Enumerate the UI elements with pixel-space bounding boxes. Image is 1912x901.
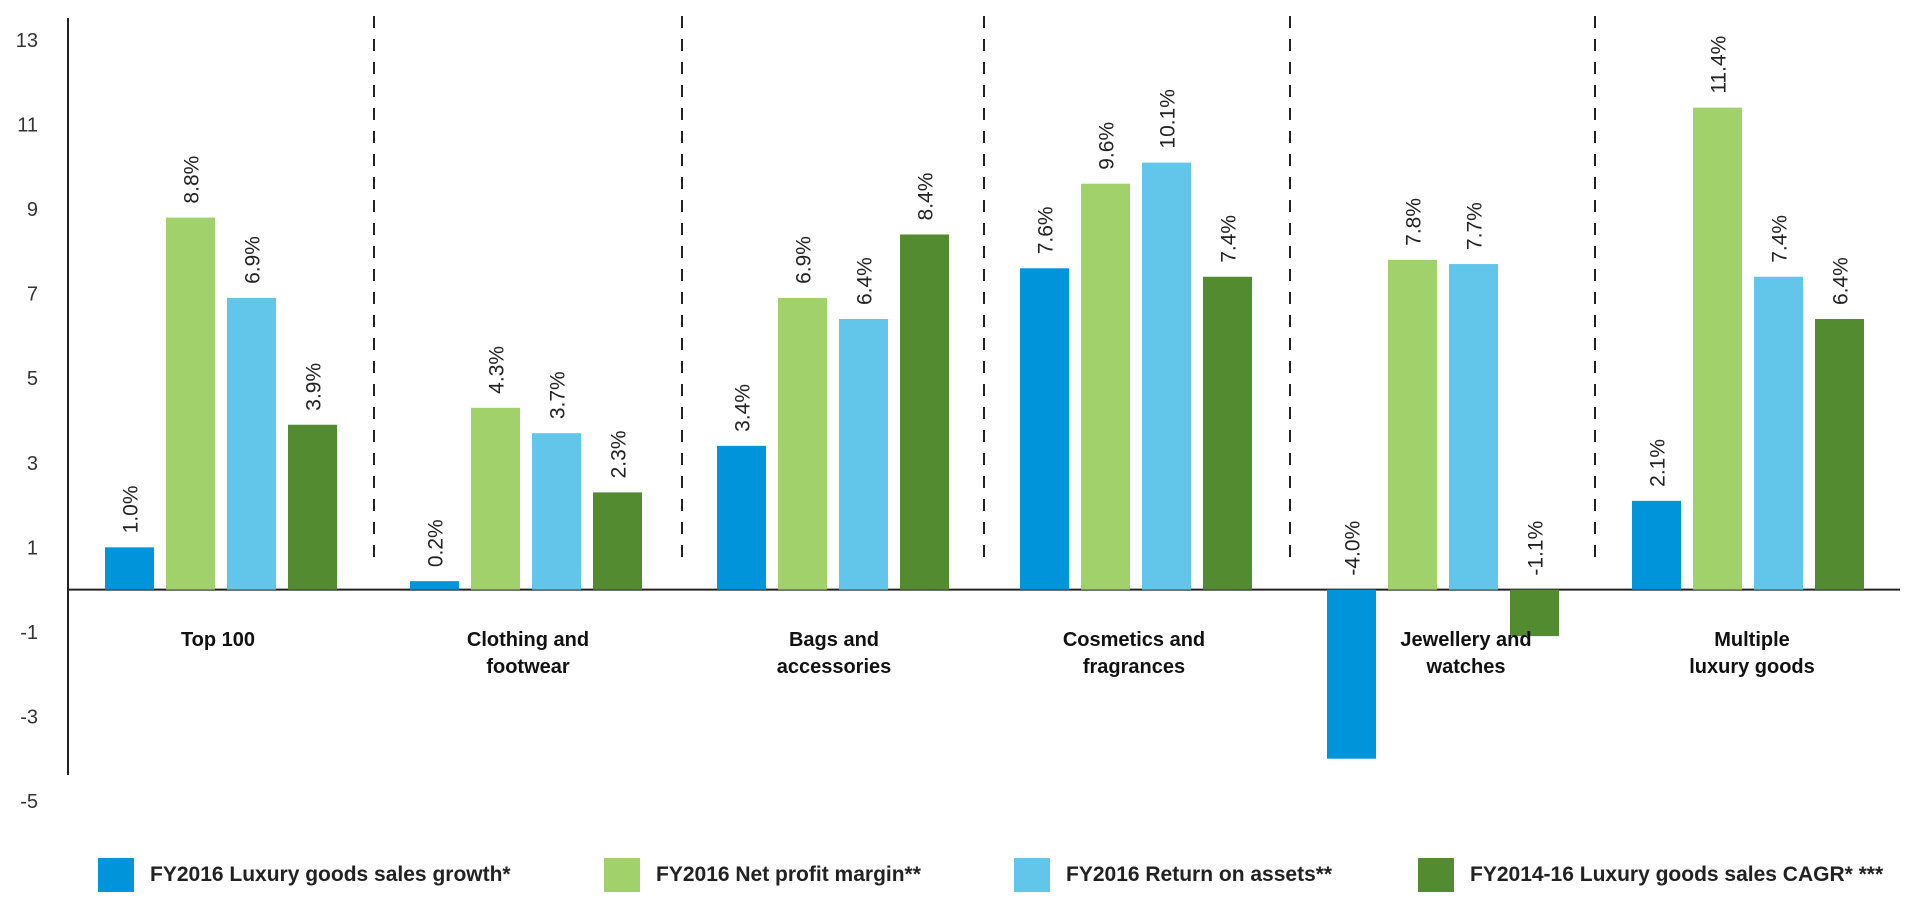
bar	[1327, 589, 1376, 759]
bar	[1693, 107, 1742, 590]
legend-label: FY2016 Return on assets**	[1066, 863, 1333, 886]
bar	[105, 547, 154, 590]
category-label: footwear	[486, 656, 570, 678]
data-label: 1.0%	[120, 485, 143, 533]
y-tick-label: 3	[27, 453, 38, 475]
data-label: 9.6%	[1096, 122, 1119, 170]
data-label: 7.6%	[1035, 206, 1058, 254]
legend: FY2016 Luxury goods sales growth* FY2016 …	[0, 858, 1912, 898]
y-tick-label: 9	[27, 199, 38, 221]
data-label: 7.4%	[1769, 215, 1792, 263]
data-label: 6.4%	[854, 257, 877, 305]
bar	[1632, 500, 1681, 590]
data-label: 4.3%	[486, 346, 509, 394]
bar	[778, 297, 827, 590]
bar	[1754, 276, 1803, 590]
category-label: fragrances	[1083, 656, 1185, 678]
data-label: 2.3%	[608, 430, 631, 478]
legend-item: FY2016 Luxury goods sales growth*	[98, 858, 511, 892]
legend-label: FY2016 Net profit margin**	[656, 863, 921, 886]
category-label: Clothing and	[467, 629, 589, 651]
data-label: 7.7%	[1464, 202, 1487, 250]
bar	[839, 319, 888, 590]
y-tick-label: 13	[16, 30, 38, 52]
bars	[105, 107, 1864, 759]
data-label: 7.8%	[1403, 198, 1426, 246]
bar	[471, 407, 520, 590]
data-label: 3.4%	[732, 384, 755, 432]
legend-swatch	[1418, 858, 1454, 892]
category-label: accessories	[777, 656, 892, 678]
y-tick-label: 5	[27, 368, 38, 390]
bar	[1815, 319, 1864, 590]
legend-swatch	[604, 858, 640, 892]
bar	[1142, 162, 1191, 590]
category-label: Multiple	[1714, 629, 1790, 651]
bar	[1449, 264, 1498, 590]
data-label: 11.4%	[1708, 36, 1731, 94]
data-labels: 1.0% 0.2% 3.4% 7.6% -4.0% 2.1% 8.8% 4.3% 6.9% 9.6…	[120, 36, 1853, 576]
data-label: 10.1%	[1157, 89, 1180, 149]
y-tick-label: -1	[20, 622, 38, 644]
legend-item: FY2016 Return on assets**	[1014, 858, 1332, 892]
bar	[288, 424, 337, 590]
bar	[1081, 183, 1130, 590]
category-label: Cosmetics and	[1063, 629, 1205, 651]
data-label: 8.4%	[915, 173, 938, 221]
y-tick-label: -5	[20, 791, 38, 813]
bar	[410, 581, 459, 590]
data-label: -4.0%	[1342, 521, 1365, 576]
y-tick-label: 7	[27, 284, 38, 306]
category-label: Top 100	[181, 629, 255, 651]
data-label: 6.4%	[1830, 257, 1853, 305]
bar	[1020, 268, 1069, 590]
data-label: 2.1%	[1647, 439, 1670, 487]
y-tick-label: -3	[20, 706, 38, 728]
category-label: Bags and	[789, 629, 879, 651]
category-label: Jewellery and	[1400, 629, 1531, 651]
bar	[900, 234, 949, 590]
bar	[717, 445, 766, 590]
y-tick-label: 1	[27, 537, 38, 559]
legend-item: FY2014-16 Luxury goods sales CAGR* ***	[1418, 858, 1883, 892]
y-tick-label: 11	[17, 115, 38, 137]
category-label: luxury goods	[1689, 656, 1815, 678]
legend-item: FY2016 Net profit margin**	[604, 858, 921, 892]
data-label: 3.9%	[303, 363, 326, 411]
bar	[166, 217, 215, 590]
axes: 13 11 9 7 5 3 1 -1 -3 -5	[16, 18, 1900, 813]
bar-chart: 13 11 9 7 5 3 1 -1 -3 -5 1.0% 0.2% 3.4% 7.6% -4.0% 2.1…	[16, 16, 1900, 813]
bar	[1510, 589, 1559, 637]
bar	[227, 297, 276, 590]
data-label: 6.9%	[242, 236, 265, 284]
group-separators	[373, 16, 1596, 568]
data-label: 0.2%	[425, 519, 448, 567]
data-label: 6.9%	[793, 236, 816, 284]
legend-label: FY2014-16 Luxury goods sales CAGR* ***	[1470, 863, 1884, 886]
category-labels: Top 100 Clothing and footwear Bags and acces…	[181, 629, 1815, 678]
category-label: watches	[1426, 656, 1506, 678]
bar	[532, 433, 581, 590]
data-label: 8.8%	[181, 156, 204, 204]
bar	[1203, 276, 1252, 590]
data-label: 3.7%	[547, 371, 570, 419]
data-label: 7.4%	[1218, 215, 1241, 263]
legend-swatch	[98, 858, 134, 892]
legend-label: FY2016 Luxury goods sales growth*	[150, 863, 511, 886]
legend-swatch	[1014, 858, 1050, 892]
bar	[593, 492, 642, 590]
data-label: -1.1%	[1525, 521, 1548, 576]
bar	[1388, 259, 1437, 590]
